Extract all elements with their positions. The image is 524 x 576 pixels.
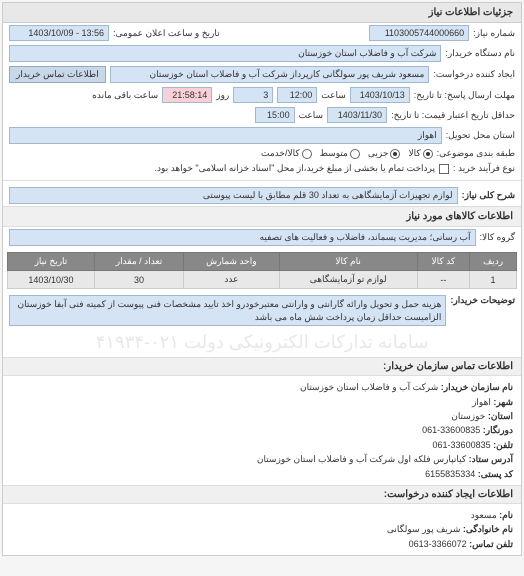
postal-label: کد پستی:: [478, 469, 513, 479]
th-unit: واحد شمارش: [184, 253, 280, 271]
time-label-2: ساعت: [299, 110, 324, 121]
contact-phone: 3366072-0613: [409, 539, 467, 549]
contact-info-button[interactable]: اطلاعات تماس خریدار: [9, 66, 106, 83]
row-delivery: استان محل تحویل: اهواز: [3, 125, 521, 146]
need-number-value: 1103005744000660: [369, 25, 469, 41]
buyer-device-label: نام دستگاه خریدار:: [445, 48, 515, 59]
contact-phone-label: تلفن تماس:: [469, 539, 513, 549]
deadline-label: مهلت ارسال پاسخ: تا تاریخ:: [414, 90, 515, 101]
td-unit: عدد: [184, 271, 280, 289]
time-label-1: ساعت: [321, 90, 346, 101]
address: کیانپارس فلکه اول شرکت آب و فاضلاب استان…: [257, 454, 466, 464]
process-note: پرداخت تمام یا بخشی از مبلغ خرید،از محل …: [155, 163, 435, 174]
td-qty: 30: [94, 271, 183, 289]
req-contact-section: نام: مسعود نام خانوادگی: شریف پور سولگان…: [3, 504, 521, 555]
public-datetime-label: تاریخ و ساعت اعلان عمومی:: [113, 28, 220, 39]
fax-label: دورنگار:: [483, 425, 513, 435]
phone-label: تلفن:: [493, 440, 513, 450]
row-validity: حداقل تاریخ اعتبار قیمت: تا تاریخ: 1403/…: [3, 105, 521, 125]
category-label: طبقه بندی موضوعی:: [437, 148, 515, 159]
org-name-label: نام سازمان خریدار:: [441, 382, 513, 392]
radio-motavasset[interactable]: متوسط: [320, 148, 360, 159]
row-category: طبقه بندی موضوعی: کالا جزیی متوسط کالا/خ…: [3, 146, 521, 161]
delivery-place-label: استان محل تحویل:: [446, 130, 515, 141]
validity-time: 15:00: [255, 107, 295, 123]
row-buyer-device: نام دستگاه خریدار: شرکت آب و فاضلاب استا…: [3, 43, 521, 64]
table-row[interactable]: 1 -- لوازم تو آزمایشگاهی عدد 30 1403/10/…: [8, 271, 517, 289]
address-label: آدرس ستاد:: [469, 454, 513, 464]
td-date: 1403/10/30: [8, 271, 95, 289]
city: اهواز: [472, 397, 491, 407]
th-code: کد کالا: [417, 253, 469, 271]
panel-header: جزئیات اطلاعات نیاز: [3, 3, 521, 23]
buyer-device-value: شرکت آب و فاضلاب استان خوزستان: [9, 45, 441, 62]
requester-value: مسعود شریف پور سولگانی کارپرداز شرکت آب …: [110, 66, 430, 83]
req-contact-title: اطلاعات ایجاد کننده درخواست:: [3, 485, 521, 504]
contact-title: اطلاعات تماس سازمان خریدار:: [3, 357, 521, 376]
th-name: نام کالا: [279, 253, 417, 271]
row-need-number: شماره نیاز: 1103005744000660 تاریخ و ساع…: [3, 23, 521, 43]
name-label: نام:: [499, 510, 513, 520]
contact-section: نام سازمان خریدار: شرکت آب و فاضلاب استا…: [3, 376, 521, 485]
th-date: تاریخ نیاز: [8, 253, 95, 271]
radio-dot-icon: [390, 149, 400, 159]
table-header-row: ردیف کد کالا نام کالا واحد شمارش تعداد /…: [8, 253, 517, 271]
row-explain: توضیحات خریدار: هزینه حمل و تحویل وارائه…: [3, 293, 521, 328]
explain-label: توضیحات خریدار:: [450, 295, 515, 306]
postal: 6155835334: [425, 469, 475, 479]
name-val: مسعود: [471, 510, 497, 520]
process-checkbox[interactable]: [439, 164, 449, 174]
remaining-time: 21:58:14: [162, 87, 212, 103]
need-number-label: شماره نیاز:: [473, 28, 515, 39]
need-details-panel: جزئیات اطلاعات نیاز شماره نیاز: 11030057…: [2, 2, 522, 556]
province-label: استان:: [488, 411, 513, 421]
process-label: نوع فرآیند خرید :: [453, 163, 515, 174]
td-name: لوازم تو آزمایشگاهی: [279, 271, 417, 289]
th-qty: تعداد / مقدار: [94, 253, 183, 271]
public-datetime-value: 13:56 - 1403/10/09: [9, 25, 109, 41]
requester-label: ایجاد کننده درخواست:: [433, 69, 515, 80]
deadline-time: 12:00: [277, 87, 317, 103]
deadline-date: 1403/10/13: [350, 87, 410, 103]
th-row: ردیف: [470, 253, 517, 271]
radio-dot-icon: [302, 149, 312, 159]
remaining-label: ساعت باقی مانده: [92, 90, 158, 101]
lastname-val: شریف پور سولگانی: [387, 524, 460, 534]
delivery-place-value: اهواز: [9, 127, 442, 144]
category-radio-group: کالا جزیی متوسط کالا/خدمت: [261, 148, 433, 159]
watermark: سامانه تدارکات الکترونیکی دولت ۰۲۱-۴۱۹۳۴: [3, 328, 521, 357]
org-name: شرکت آب و فاضلاب استان خوزستان: [300, 382, 438, 392]
radio-joz[interactable]: جزیی: [368, 148, 401, 159]
td-code: --: [417, 271, 469, 289]
days-label: روز: [216, 90, 229, 101]
row-need-desc: شرح کلی نیاز: لوازم تجهیزات آزمایشگاهی ب…: [3, 180, 521, 206]
row-process: نوع فرآیند خرید : پرداخت تمام یا بخشی از…: [3, 161, 521, 176]
td-row: 1: [470, 271, 517, 289]
goods-table: ردیف کد کالا نام کالا واحد شمارش تعداد /…: [7, 252, 517, 289]
remaining-days: 3: [233, 87, 273, 103]
goods-info-title: اطلاعات کالاهای مورد نیاز: [3, 206, 521, 227]
radio-dot-icon: [423, 149, 433, 159]
radio-kala[interactable]: کالا: [408, 148, 432, 159]
fax: 33600835-061: [422, 425, 480, 435]
validity-date: 1403/11/30: [327, 107, 387, 123]
radio-dot-icon: [350, 149, 360, 159]
explain-value: هزینه حمل و تحویل وارائه گارانتی و واران…: [9, 295, 446, 326]
need-desc-title: شرح کلی نیاز:: [462, 190, 515, 201]
goods-group-value: آب رسانی؛ مدیریت پسماند، فاضلاب و فعالیت…: [9, 229, 476, 246]
need-desc-value: لوازم تجهیزات آزمایشگاهی به تعداد 30 قلم…: [9, 187, 458, 204]
province: خوزستان: [451, 411, 485, 421]
goods-table-wrapper: ردیف کد کالا نام کالا واحد شمارش تعداد /…: [3, 248, 521, 293]
row-goods-group: گروه کالا: آب رسانی؛ مدیریت پسماند، فاضل…: [3, 227, 521, 248]
radio-kala-khedmat[interactable]: کالا/خدمت: [261, 148, 312, 159]
goods-group-label: گروه کالا:: [480, 232, 515, 243]
validity-label: حداقل تاریخ اعتبار قیمت: تا تاریخ:: [391, 110, 515, 121]
row-deadline: مهلت ارسال پاسخ: تا تاریخ: 1403/10/13 سا…: [3, 85, 521, 105]
row-requester: ایجاد کننده درخواست: مسعود شریف پور سولگ…: [3, 64, 521, 85]
lastname-label: نام خانوادگی:: [463, 524, 513, 534]
city-label: شهر:: [493, 397, 513, 407]
phone: 33600835-061: [433, 440, 491, 450]
